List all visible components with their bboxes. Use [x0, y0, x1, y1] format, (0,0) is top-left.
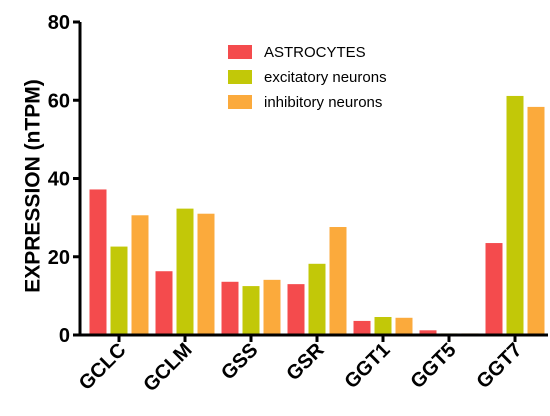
x-category-label-gclm: GCLM — [139, 339, 196, 396]
legend-swatch-3 — [228, 95, 252, 109]
bar-ggt1-3 — [395, 317, 413, 335]
x-category-label-ggt7: GGT7 — [472, 339, 526, 393]
bar-gclm-3 — [197, 213, 215, 335]
bar-gclc-3 — [131, 215, 149, 335]
bar-gsr-3 — [329, 227, 347, 335]
legend-swatch-1 — [228, 45, 252, 59]
bar-gclm-1 — [155, 271, 173, 335]
legend-label-1: ASTROCYTES — [264, 44, 366, 61]
x-category-label-gss: GSS — [217, 339, 262, 384]
y-tick-label: 40 — [48, 169, 70, 191]
bar-ggt5-1 — [419, 330, 437, 335]
bars-group — [89, 95, 545, 336]
y-tick-label: 60 — [48, 90, 70, 112]
bar-gclc-2 — [110, 246, 128, 335]
bar-gss-1 — [221, 281, 239, 335]
y-tick-label: 20 — [48, 247, 70, 269]
x-categories-group: GCLC GCLM GSS GSR GGT1 GGT5 GGT7 — [75, 335, 527, 396]
legend-label-2: excitatory neurons — [264, 69, 387, 86]
bar-ggt7-1 — [485, 243, 503, 335]
y-ticks-group: 0 20 40 60 80 — [48, 12, 80, 347]
bar-gsr-2 — [308, 263, 326, 335]
y-axis-title-group: EXPRESSION (nTPM) — [22, 79, 45, 293]
bar-gss-3 — [263, 279, 281, 335]
legend: ASTROCYTES excitatory neurons inhibitory n… — [228, 44, 387, 111]
y-tick-label: 80 — [48, 12, 70, 34]
bar-ggt7-2 — [506, 95, 524, 335]
y-axis-title: EXPRESSION (nTPM) — [22, 79, 45, 293]
bar-ggt1-2 — [374, 317, 392, 335]
bar-ggt7-3 — [527, 106, 545, 336]
legend-label-3: inhibitory neurons — [264, 94, 382, 111]
bar-gclm-2 — [176, 208, 194, 335]
x-category-label-ggt5: GGT5 — [406, 339, 460, 393]
bar-gss-2 — [242, 286, 260, 335]
legend-swatch-2 — [228, 70, 252, 84]
x-category-label-gsr: GSR — [282, 339, 329, 386]
bar-gclc-1 — [89, 189, 107, 335]
y-tick-label: 0 — [59, 325, 70, 347]
bar-ggt1-1 — [353, 320, 371, 335]
x-category-label-ggt1: GGT1 — [340, 339, 394, 393]
bar-gsr-1 — [287, 284, 305, 335]
x-category-label-gclc: GCLC — [75, 339, 131, 395]
